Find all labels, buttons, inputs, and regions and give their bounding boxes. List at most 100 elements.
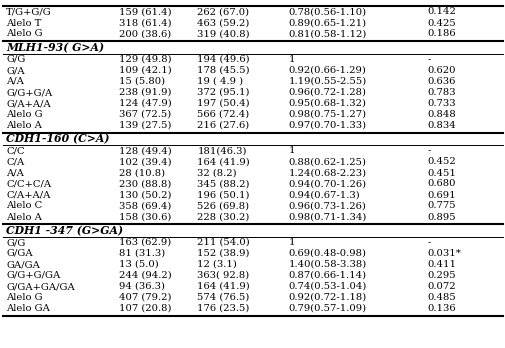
- Text: 196 (50.1): 196 (50.1): [197, 190, 249, 199]
- Text: 0.87(0.66-1.14): 0.87(0.66-1.14): [288, 271, 366, 280]
- Text: 28 (10.8): 28 (10.8): [119, 168, 165, 177]
- Text: 0.834: 0.834: [427, 121, 456, 130]
- Text: 0.81(0.58-1.12): 0.81(0.58-1.12): [288, 30, 366, 39]
- Text: 1.24(0.68-2.23): 1.24(0.68-2.23): [288, 168, 366, 177]
- Text: G/A: G/A: [6, 66, 25, 75]
- Text: 0.775: 0.775: [427, 201, 456, 211]
- Text: 526 (69.8): 526 (69.8): [197, 201, 249, 211]
- Text: 0.895: 0.895: [427, 213, 456, 221]
- Text: 1: 1: [288, 238, 294, 247]
- Text: 0.94(0.70-1.26): 0.94(0.70-1.26): [288, 180, 366, 189]
- Text: G/GA: G/GA: [6, 249, 33, 258]
- Text: Alelo A: Alelo A: [6, 213, 42, 221]
- Text: 0.733: 0.733: [427, 99, 456, 108]
- Text: 194 (49.6): 194 (49.6): [197, 55, 249, 64]
- Text: 0.78(0.56-1.10): 0.78(0.56-1.10): [288, 8, 366, 16]
- Text: 0.186: 0.186: [427, 30, 456, 39]
- Text: 164 (41.9): 164 (41.9): [197, 282, 249, 291]
- Text: 0.783: 0.783: [427, 88, 456, 97]
- Text: C/A+A/A: C/A+A/A: [6, 190, 51, 199]
- Text: 12 (3.1): 12 (3.1): [197, 260, 237, 269]
- Text: 94 (36.3): 94 (36.3): [119, 282, 165, 291]
- Text: 0.98(0.71-1.34): 0.98(0.71-1.34): [288, 213, 366, 221]
- Text: 463 (59.2): 463 (59.2): [197, 18, 249, 27]
- Text: 178 (45.5): 178 (45.5): [197, 66, 249, 75]
- Text: 0.74(0.53-1.04): 0.74(0.53-1.04): [288, 282, 366, 291]
- Text: 262 (67.0): 262 (67.0): [197, 8, 249, 16]
- Text: 0.96(0.73-1.26): 0.96(0.73-1.26): [288, 201, 366, 211]
- Text: G/G+G/A: G/G+G/A: [6, 88, 52, 97]
- Text: CDH1 -347 (G>GA): CDH1 -347 (G>GA): [6, 225, 123, 236]
- Text: 197 (50.4): 197 (50.4): [197, 99, 249, 108]
- Text: 0.79(0.57-1.09): 0.79(0.57-1.09): [288, 304, 366, 313]
- Text: 0.96(0.72-1.28): 0.96(0.72-1.28): [288, 88, 366, 97]
- Text: A/A: A/A: [6, 168, 24, 177]
- Text: 13 (5.0): 13 (5.0): [119, 260, 159, 269]
- Text: 107 (20.8): 107 (20.8): [119, 304, 171, 313]
- Text: 0.680: 0.680: [427, 180, 455, 189]
- Text: 0.425: 0.425: [427, 18, 456, 27]
- Text: Alelo A: Alelo A: [6, 121, 42, 130]
- Text: 0.848: 0.848: [427, 110, 456, 119]
- Text: 358 (69.4): 358 (69.4): [119, 201, 171, 211]
- Text: 139 (27.5): 139 (27.5): [119, 121, 171, 130]
- Text: 0.636: 0.636: [427, 77, 455, 86]
- Text: 1.40(0.58-3.38): 1.40(0.58-3.38): [288, 260, 366, 269]
- Text: Alelo GA: Alelo GA: [6, 304, 50, 313]
- Text: 0.92(0.66-1.29): 0.92(0.66-1.29): [288, 66, 366, 75]
- Text: 163 (62.9): 163 (62.9): [119, 238, 171, 247]
- Text: -: -: [427, 238, 430, 247]
- Text: 19 ( 4.9 ): 19 ( 4.9 ): [197, 77, 243, 86]
- Text: -: -: [427, 147, 430, 156]
- Text: 0.88(0.62-1.25): 0.88(0.62-1.25): [288, 158, 366, 166]
- Text: 0.95(0.68-1.32): 0.95(0.68-1.32): [288, 99, 366, 108]
- Text: 81 (31.3): 81 (31.3): [119, 249, 165, 258]
- Text: 0.94(0.67-1.3): 0.94(0.67-1.3): [288, 190, 360, 199]
- Text: C/A: C/A: [6, 158, 24, 166]
- Text: GA/GA: GA/GA: [6, 260, 40, 269]
- Text: 0.142: 0.142: [427, 8, 456, 16]
- Text: 0.031*: 0.031*: [427, 249, 461, 258]
- Text: 32 (8.2): 32 (8.2): [197, 168, 236, 177]
- Text: 367 (72.5): 367 (72.5): [119, 110, 171, 119]
- Text: 318 (61.4): 318 (61.4): [119, 18, 171, 27]
- Text: G/A+A/A: G/A+A/A: [6, 99, 51, 108]
- Text: 0.620: 0.620: [427, 66, 455, 75]
- Text: 0.295: 0.295: [427, 271, 456, 280]
- Text: Alelo G: Alelo G: [6, 293, 42, 302]
- Text: 1: 1: [288, 55, 294, 64]
- Text: 372 (95.1): 372 (95.1): [197, 88, 249, 97]
- Text: 0.072: 0.072: [427, 282, 456, 291]
- Text: 0.92(0.72-1.18): 0.92(0.72-1.18): [288, 293, 366, 302]
- Text: 0.411: 0.411: [427, 260, 456, 269]
- Text: 407 (79.2): 407 (79.2): [119, 293, 171, 302]
- Text: 124 (47.9): 124 (47.9): [119, 99, 171, 108]
- Text: 228 (30.2): 228 (30.2): [197, 213, 249, 221]
- Text: C/C+C/A: C/C+C/A: [6, 180, 51, 189]
- Text: Alelo G: Alelo G: [6, 30, 42, 39]
- Text: 130 (50.2): 130 (50.2): [119, 190, 171, 199]
- Text: 0.97(0.70-1.33): 0.97(0.70-1.33): [288, 121, 366, 130]
- Text: 176 (23.5): 176 (23.5): [197, 304, 249, 313]
- Text: 200 (38.6): 200 (38.6): [119, 30, 171, 39]
- Text: 0.451: 0.451: [427, 168, 456, 177]
- Text: Alelo G: Alelo G: [6, 110, 42, 119]
- Text: A/A: A/A: [6, 77, 24, 86]
- Text: 0.485: 0.485: [427, 293, 456, 302]
- Text: G/G: G/G: [6, 55, 25, 64]
- Text: 0.98(0.75-1.27): 0.98(0.75-1.27): [288, 110, 366, 119]
- Text: G/G+G/GA: G/G+G/GA: [6, 271, 60, 280]
- Text: 345 (88.2): 345 (88.2): [197, 180, 249, 189]
- Text: 158 (30.6): 158 (30.6): [119, 213, 171, 221]
- Text: C/C: C/C: [6, 147, 25, 156]
- Text: 216 (27.6): 216 (27.6): [197, 121, 249, 130]
- Text: G/GA+GA/GA: G/GA+GA/GA: [6, 282, 75, 291]
- Text: 129 (49.8): 129 (49.8): [119, 55, 171, 64]
- Text: Alelo T: Alelo T: [6, 18, 41, 27]
- Text: 159 (61.4): 159 (61.4): [119, 8, 171, 16]
- Text: 574 (76.5): 574 (76.5): [197, 293, 249, 302]
- Text: 0.691: 0.691: [427, 190, 456, 199]
- Text: 238 (91.9): 238 (91.9): [119, 88, 171, 97]
- Text: MLH1-93( G>A): MLH1-93( G>A): [6, 42, 104, 53]
- Text: 211 (54.0): 211 (54.0): [197, 238, 249, 247]
